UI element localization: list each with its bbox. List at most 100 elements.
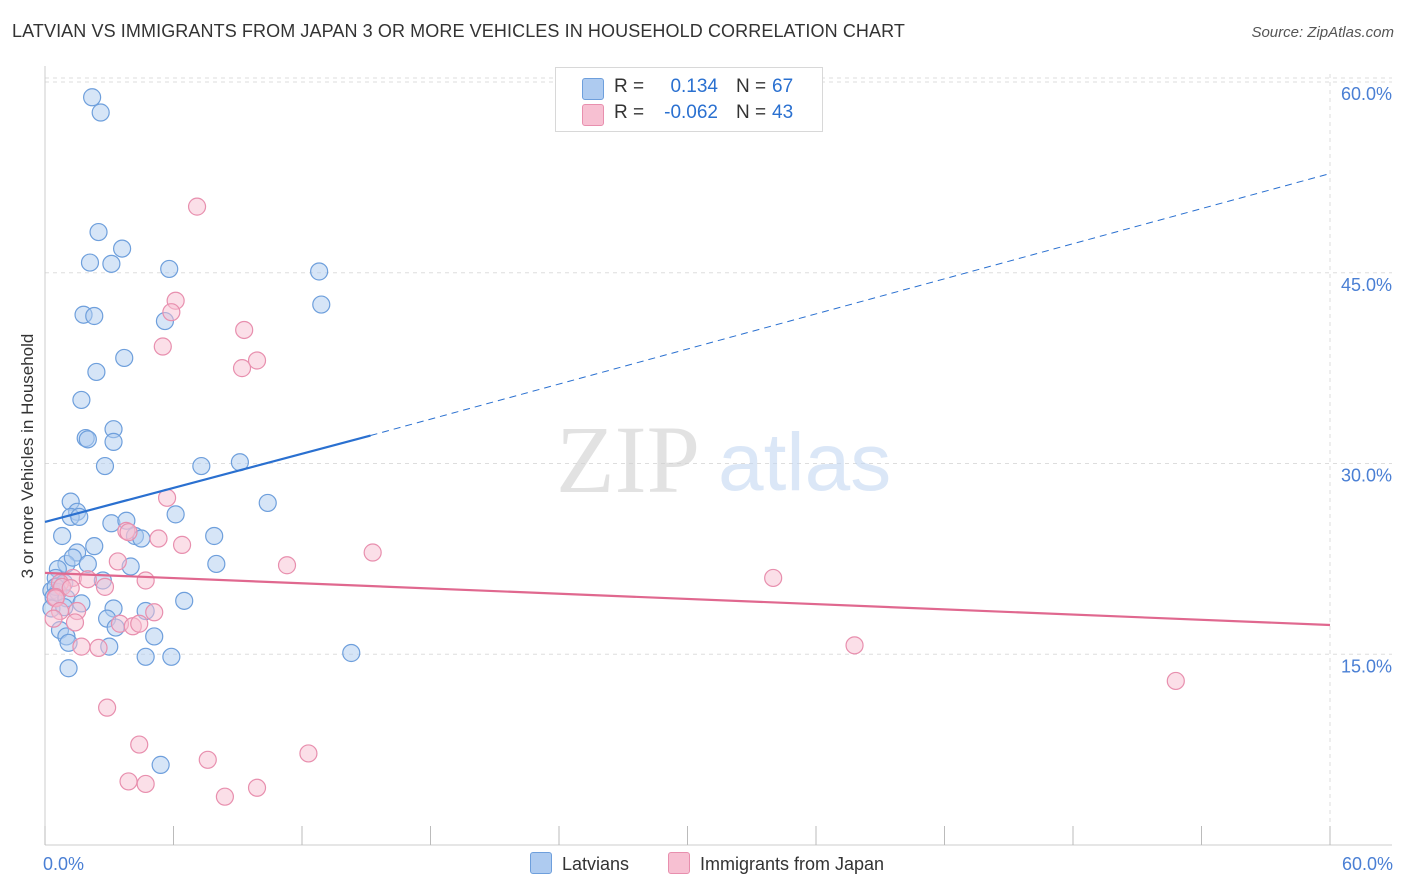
latvian-point [91,103,110,122]
x-tick-label: 60.0% [1342,854,1393,874]
legend-row-latvians: R = 0.134 N = 67 [556,76,822,102]
legend-swatch-japan [582,104,604,126]
latvian-point [115,348,134,368]
latvian-point [102,514,121,533]
legend-label-latvians: Latvians [562,854,630,874]
y-axis-title: 3 or more Vehicles in Household [18,333,37,579]
legend-r-value: -0.062 [664,102,718,123]
latvian-point [89,222,108,242]
y-tick-label: 15.0% [1341,656,1392,676]
japan-point [136,571,155,590]
legend-r-value: 0.134 [670,76,718,97]
latvian-point [78,554,97,574]
legend-item-japan[interactable]: Immigrants from Japan [668,852,884,875]
latvians-trend-extension [370,173,1331,437]
latvians-series [42,88,361,774]
watermark-atlas: atlas [718,417,891,508]
japan-point [65,613,85,632]
latvian-point [205,526,224,546]
japan-point [363,543,382,562]
latvian-point [192,456,211,476]
japan-point [232,359,252,378]
latvian-point [342,643,361,663]
tick-label-layer: 15.0% 30.0% 45.0% 60.0% 0.0% 60.0% [43,84,1393,874]
japan-point [162,303,181,322]
latvian-point [85,537,104,556]
y-tick-label: 60.0% [1341,84,1392,104]
y-tick-label: 30.0% [1341,466,1392,486]
legend-r-label: R = [614,102,645,123]
legend-row-japan: R = -0.062 N = 43 [556,102,822,128]
latvian-point [83,88,102,107]
latvian-point [72,390,91,410]
japan-point [119,772,138,791]
japan-point [277,556,297,575]
japan-point [845,636,864,655]
legend-label-japan: Immigrants from Japan [700,854,885,874]
latvian-point [151,755,170,774]
latvian-point [310,262,329,281]
legend-item-latvians[interactable]: Latvians [530,852,629,875]
japan-point [72,637,91,656]
japan-point [44,609,63,628]
latvian-point [102,254,121,273]
legend-n-value: 43 [772,102,794,123]
japan-point [187,197,207,216]
chart-title: LATVIAN VS IMMIGRANTS FROM JAPAN 3 OR MO… [12,21,905,41]
japan-trend-line [44,571,1331,627]
watermark-zip: ZIP [556,406,700,513]
latvian-point [80,253,100,272]
latvian-point [112,239,132,258]
legend-swatch-latvians [582,78,604,100]
japan-point [1166,671,1185,691]
japan-point [89,638,108,657]
watermark: ZIP atlas [556,406,891,513]
legend-swatch-latvians [530,852,552,874]
japan-point [149,529,168,548]
japan-point [108,552,127,571]
legend-n-value: 67 [772,76,794,97]
japan-point [764,568,783,588]
latvian-point [78,430,97,449]
japan-point [215,787,234,806]
japan-point [130,735,149,754]
japan-point [172,535,192,554]
latvians-trend-line [44,434,371,524]
japan-point [299,744,318,763]
latvian-point [87,362,106,382]
legend-swatch-japan [668,852,690,874]
japan-point [136,774,155,794]
latvian-point [136,647,155,666]
japan-point [98,698,117,717]
trend-layer [44,173,1331,627]
japan-point [198,750,217,769]
grid-layer [45,74,1392,845]
latvian-point [175,591,194,610]
latvian-point [162,647,181,666]
x-tick-label: 0.0% [43,854,84,874]
japan-point [95,577,115,596]
correlation-legend: R = 0.134 N = 67 R = -0.062 N = 43 [555,67,823,132]
japan-point [119,523,138,542]
japan-point [235,320,254,340]
legend-r-label: R = [614,76,645,97]
latvian-point [59,659,78,678]
legend-n-label: N = [736,102,767,123]
japan-point [130,614,149,633]
japan-point [145,603,164,622]
latvian-point [53,526,72,546]
latvian-point [160,259,179,279]
legend-n-label: N = [736,76,767,97]
axis-layer [44,66,1392,846]
series-layer [42,88,1185,806]
y-tick-label: 45.0% [1341,275,1392,295]
japan-point [247,778,267,797]
latvian-point [312,295,331,314]
latvian-point [95,456,115,476]
latvian-point [85,306,104,326]
japan-point [247,351,267,370]
japan-point [153,337,172,356]
latvian-point [145,627,164,646]
japan-point [61,579,80,598]
